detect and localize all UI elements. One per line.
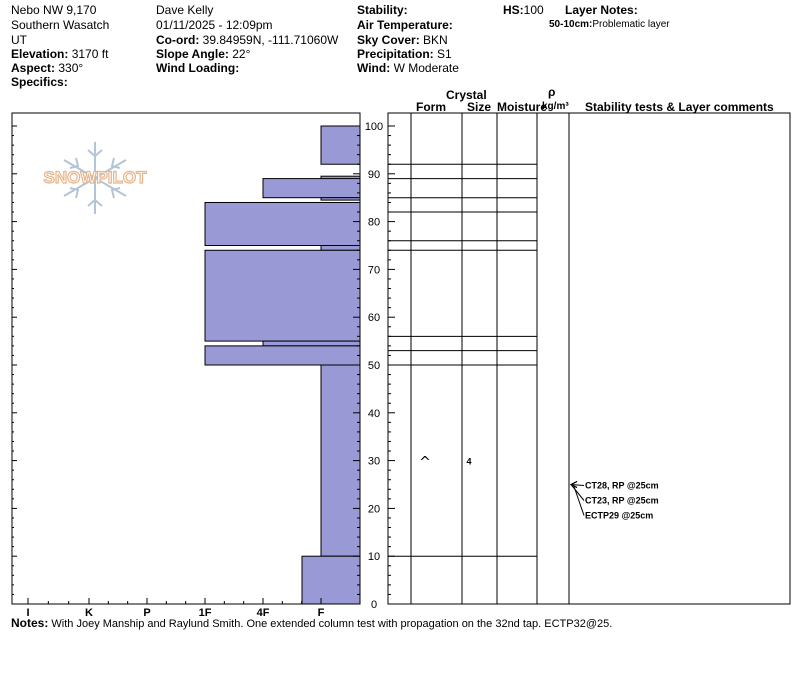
hs-label: HS: <box>503 3 524 17</box>
aspect-value: 330° <box>58 61 84 75</box>
wind-value: W Moderate <box>393 61 459 75</box>
layer-notes-label: Layer Notes: <box>565 3 638 17</box>
precip-value: S1 <box>437 47 452 61</box>
notes-label: Notes: <box>11 616 49 630</box>
coord-label: Co-ord: <box>156 33 200 47</box>
hardness-tick-label: 4F <box>257 607 270 619</box>
hardness-tick-label: F <box>318 607 325 619</box>
layer-note-text: Problematic layer <box>592 19 670 30</box>
elevation: Elevation: 3170 ft <box>11 47 108 61</box>
stability-test-label: ECTP29 @25cm <box>585 511 653 521</box>
hardness-bar <box>204 345 361 366</box>
slope-angle: Slope Angle: 22° <box>156 47 250 61</box>
hardness-bar <box>320 197 361 201</box>
layers-table-border <box>387 112 791 605</box>
stability-test-label: CT28, RP @25cm <box>585 481 659 491</box>
hardness-bars <box>204 125 361 605</box>
hardness-bar <box>320 125 361 165</box>
notes-text: With Joey Manship and Raylund Smith. One… <box>51 618 613 630</box>
hs-value: 100 <box>523 3 544 17</box>
stability-label: Stability: <box>357 3 408 17</box>
slope-label: Slope Angle: <box>156 47 229 61</box>
coordinates: Co-ord: 39.84959N, -111.71060W <box>156 33 338 47</box>
hardness-tick-label: P <box>143 607 150 619</box>
depth-tick-label: 100 <box>365 121 383 133</box>
depth-tick-label: 60 <box>368 312 380 324</box>
depth-tick-label: 0 <box>371 599 377 611</box>
depth-tick-label: 40 <box>368 408 380 420</box>
hardness-axis: I K P 1F 4F F <box>26 598 325 619</box>
stability-test-label: CT23, RP @25cm <box>585 496 659 506</box>
aspect: Aspect: 330° <box>11 61 83 75</box>
precipitation: Precipitation: S1 <box>357 47 452 61</box>
layer-note-range: 50-10cm: <box>549 19 593 30</box>
depth-tick-label: 80 <box>368 217 380 229</box>
grain-size-label: 4 <box>466 457 471 467</box>
hs: HS:100 <box>503 3 544 17</box>
depth-tick-label: 90 <box>368 169 380 181</box>
crystal-header: Crystal <box>446 88 487 102</box>
observer: Dave Kelly <box>156 3 214 17</box>
layer-note: 50-10cm:Problematic layer <box>549 18 670 32</box>
form-header: Form <box>416 100 446 114</box>
sky-value: BKN <box>423 33 448 47</box>
elevation-value: 3170 ft <box>71 47 109 61</box>
notes: Notes: With Joey Manship and Raylund Smi… <box>11 616 612 631</box>
snowflake-icon: SNOWPILOT <box>43 142 148 214</box>
aspect-label: Aspect: <box>11 61 56 75</box>
range: Southern Wasatch <box>11 18 110 32</box>
precip-label: Precipitation: <box>357 47 434 61</box>
depth-tick-label: 50 <box>368 360 380 372</box>
wind: Wind: W Moderate <box>357 61 459 75</box>
depth-tick-label: 30 <box>368 456 380 468</box>
moisture-header: Moisture <box>497 100 548 114</box>
datetime: 01/11/2025 - 12:09pm <box>156 18 273 32</box>
hardness-bar <box>262 340 361 347</box>
depth-tick-label: 70 <box>368 264 380 276</box>
sky-label: Sky Cover: <box>357 33 420 47</box>
hardness-bar <box>301 555 361 605</box>
hardness-bar <box>204 201 361 246</box>
wind-label: Wind: <box>357 61 391 75</box>
depth-tick-label: 20 <box>368 503 380 515</box>
hardness-tick-label: K <box>85 607 93 619</box>
watermark-text: SNOWPILOT <box>44 168 148 187</box>
hardness-bar <box>204 249 361 342</box>
grain-observations: ^ 4 <box>419 455 471 471</box>
sky-cover: Sky Cover: BKN <box>357 33 448 47</box>
stability-test-arrow <box>570 484 585 486</box>
location: Nebo NW 9,170 <box>11 3 97 17</box>
slope-value: 22° <box>232 47 251 61</box>
air-temp-label: Air Temperature: <box>357 18 453 32</box>
coord-value: 39.84959N, -111.71060W <box>202 33 339 47</box>
arrow-head-icon <box>569 481 578 488</box>
hardness-bar <box>320 245 361 251</box>
elevation-label: Elevation: <box>11 47 69 61</box>
size-header: Size <box>467 100 492 114</box>
snowpilot-watermark: SNOWPILOT <box>30 138 160 218</box>
stability-comments-header: Stability tests & Layer comments <box>585 100 774 114</box>
stability-tests: CT28, RP @25cm CT23, RP @25cm ECTP29 @25cm <box>569 481 659 521</box>
specifics-label: Specifics: <box>11 75 68 89</box>
hardness-bar <box>262 178 361 199</box>
hardness-tick-label: I <box>26 607 29 619</box>
stability-test-leader <box>573 486 585 516</box>
state: UT <box>11 33 27 47</box>
layer-boundaries <box>388 163 537 557</box>
grain-form-symbol: ^ <box>419 455 431 471</box>
hardness-tick-label: 1F <box>199 607 212 619</box>
stability-test-arrow <box>570 484 585 501</box>
depth-tick-label: 10 <box>368 551 380 563</box>
depth-axis: 0 10 20 30 40 50 60 70 80 90 100 <box>12 121 395 611</box>
wind-loading-label: Wind Loading: <box>156 61 240 75</box>
density-unit-header: kg/m³ <box>542 101 569 112</box>
rho-header: ρ <box>548 85 556 99</box>
